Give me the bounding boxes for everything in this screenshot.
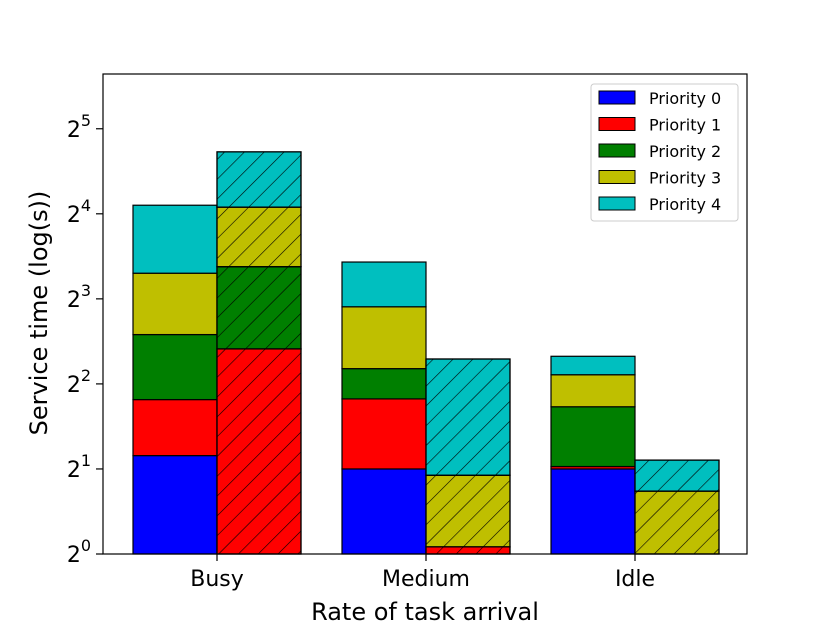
y-tick-label: 25 — [67, 111, 91, 143]
bar-busy-solid-priority-0 — [132, 454, 218, 555]
bar-hatch-idle-priority-4 — [634, 459, 720, 492]
y-tick-exponent: 3 — [81, 281, 91, 300]
y-tick-base: 2 — [67, 543, 81, 568]
bar-medium-solid-priority-1 — [341, 398, 427, 470]
legend-label-priority-1: Priority 1 — [649, 116, 721, 135]
bar-hatch-busy-priority-3 — [216, 206, 302, 268]
bar-hatch-idle-priority-3 — [634, 490, 720, 555]
x-tick-label-idle: Idle — [615, 567, 655, 592]
y-tick-label: 20 — [67, 536, 91, 568]
bar-idle-solid-priority-3 — [550, 374, 636, 408]
legend-swatch-priority-4 — [598, 196, 636, 211]
bar-hatch-busy-priority-4 — [216, 151, 302, 208]
y-tick-exponent: 2 — [81, 366, 91, 385]
bar-hatch-busy-priority-2 — [216, 266, 302, 350]
y-tick-label: 24 — [67, 196, 91, 228]
x-tick-label-medium: Medium — [382, 567, 470, 592]
bar-hatch-medium-priority-3 — [425, 474, 511, 548]
y-tick-label: 21 — [67, 451, 91, 483]
y-tick-base: 2 — [67, 373, 81, 398]
bar-hatch-busy-priority-1 — [216, 348, 302, 555]
y-tick-label: 22 — [67, 366, 91, 398]
y-axis-label: Service time (log(s)) — [25, 191, 53, 436]
y-tick-exponent: 4 — [81, 196, 91, 215]
y-tick-exponent: 5 — [81, 111, 91, 130]
bar-busy-solid-priority-2 — [132, 333, 218, 401]
legend: Priority 0 Priority 1 Priority 2 Priority 3… — [590, 83, 739, 222]
y-tick-base: 2 — [67, 203, 81, 228]
legend-label-priority-4: Priority 4 — [649, 195, 721, 214]
bars-layer — [132, 151, 720, 555]
y-tick-base: 2 — [67, 118, 81, 143]
bar-hatch-medium-priority-4 — [425, 358, 511, 476]
legend-swatch-priority-3 — [598, 170, 636, 184]
y-tick-exponent: 0 — [81, 536, 91, 555]
bar-busy-solid-priority-3 — [132, 272, 218, 336]
bar-medium-solid-priority-2 — [341, 368, 427, 400]
bar-idle-solid-priority-2 — [550, 406, 636, 468]
x-axis-ticks: Busy Medium Idle — [190, 554, 655, 592]
bar-busy-solid-priority-4 — [132, 204, 218, 274]
bar-busy-solid-priority-1 — [132, 398, 218, 457]
legend-label-priority-0: Priority 0 — [649, 89, 721, 108]
x-tick-label-busy: Busy — [190, 567, 244, 592]
y-tick-base: 2 — [67, 458, 81, 483]
legend-label-priority-2: Priority 2 — [649, 142, 721, 161]
x-axis-label: Rate of task arrival — [311, 598, 539, 623]
legend-swatch-priority-2 — [598, 143, 636, 158]
legend-swatch-priority-1 — [598, 117, 636, 131]
plot-frame — [102, 73, 748, 555]
bar-idle-solid-priority-4 — [550, 355, 636, 376]
y-tick-exponent: 1 — [81, 451, 91, 470]
legend-swatch-priority-0 — [598, 90, 636, 105]
bar-medium-solid-priority-0 — [341, 468, 427, 555]
legend-label-priority-3: Priority 3 — [649, 169, 721, 188]
bar-medium-solid-priority-3 — [341, 306, 427, 370]
bar-medium-solid-priority-4 — [341, 261, 427, 308]
y-tick-label: 23 — [67, 281, 91, 313]
bar-hatch-medium-priority-1 — [425, 546, 511, 555]
y-tick-base: 2 — [67, 288, 81, 313]
bar-idle-solid-priority-0 — [550, 468, 636, 555]
